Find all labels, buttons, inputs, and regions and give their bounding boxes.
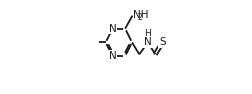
Text: N: N (109, 51, 116, 61)
Text: H: H (145, 29, 151, 38)
Text: N: N (109, 24, 116, 34)
Text: S: S (159, 37, 166, 47)
Text: 2: 2 (138, 13, 142, 22)
Text: NH: NH (133, 10, 149, 20)
Text: N: N (144, 37, 152, 47)
